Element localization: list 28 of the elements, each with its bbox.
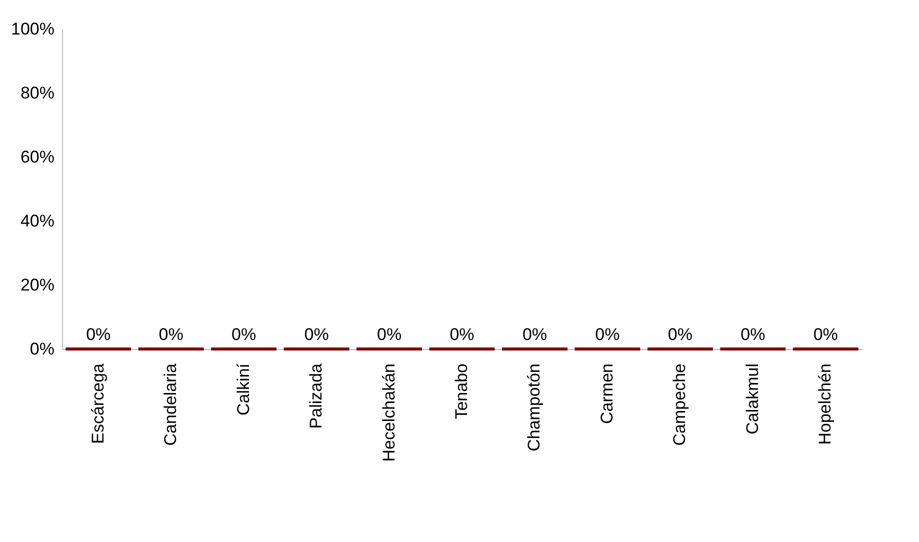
data-label: 0% — [158, 325, 184, 344]
y-tick-label: 0% — [30, 340, 54, 358]
data-label: 0% — [740, 325, 766, 344]
data-label: 0% — [813, 325, 838, 344]
x-tick-label: Calakmul — [742, 364, 762, 434]
y-tick-label: 40% — [20, 212, 54, 230]
data-label: 0% — [376, 325, 402, 344]
data-label: 0% — [595, 325, 620, 344]
data-label: 0% — [86, 325, 111, 344]
y-tick-label: 100% — [11, 20, 54, 38]
x-tick-label: Candelaria — [161, 362, 180, 446]
y-tick-label: 20% — [20, 276, 54, 294]
y-tick-label: 80% — [20, 84, 54, 102]
x-tick-label: Tenabo — [452, 364, 471, 420]
y-tick-label: 60% — [20, 148, 54, 166]
x-tick-label: Calkiní — [234, 363, 253, 416]
x-tick-label: Campeche — [670, 364, 690, 446]
data-label: 0% — [304, 325, 329, 344]
data-label: 0% — [522, 325, 548, 344]
x-tick-label: Palizada — [306, 362, 326, 429]
data-label: 0% — [450, 325, 474, 344]
x-tick-label: Champotón — [524, 364, 544, 452]
data-label: 0% — [232, 325, 256, 344]
x-tick-label: Escárcega — [88, 362, 108, 444]
x-tick-label: Hopelchén — [816, 364, 835, 445]
data-label: 0% — [668, 325, 692, 344]
x-tick-label: Carmen — [597, 364, 616, 424]
x-tick-label: Hecelchakán — [379, 364, 398, 462]
